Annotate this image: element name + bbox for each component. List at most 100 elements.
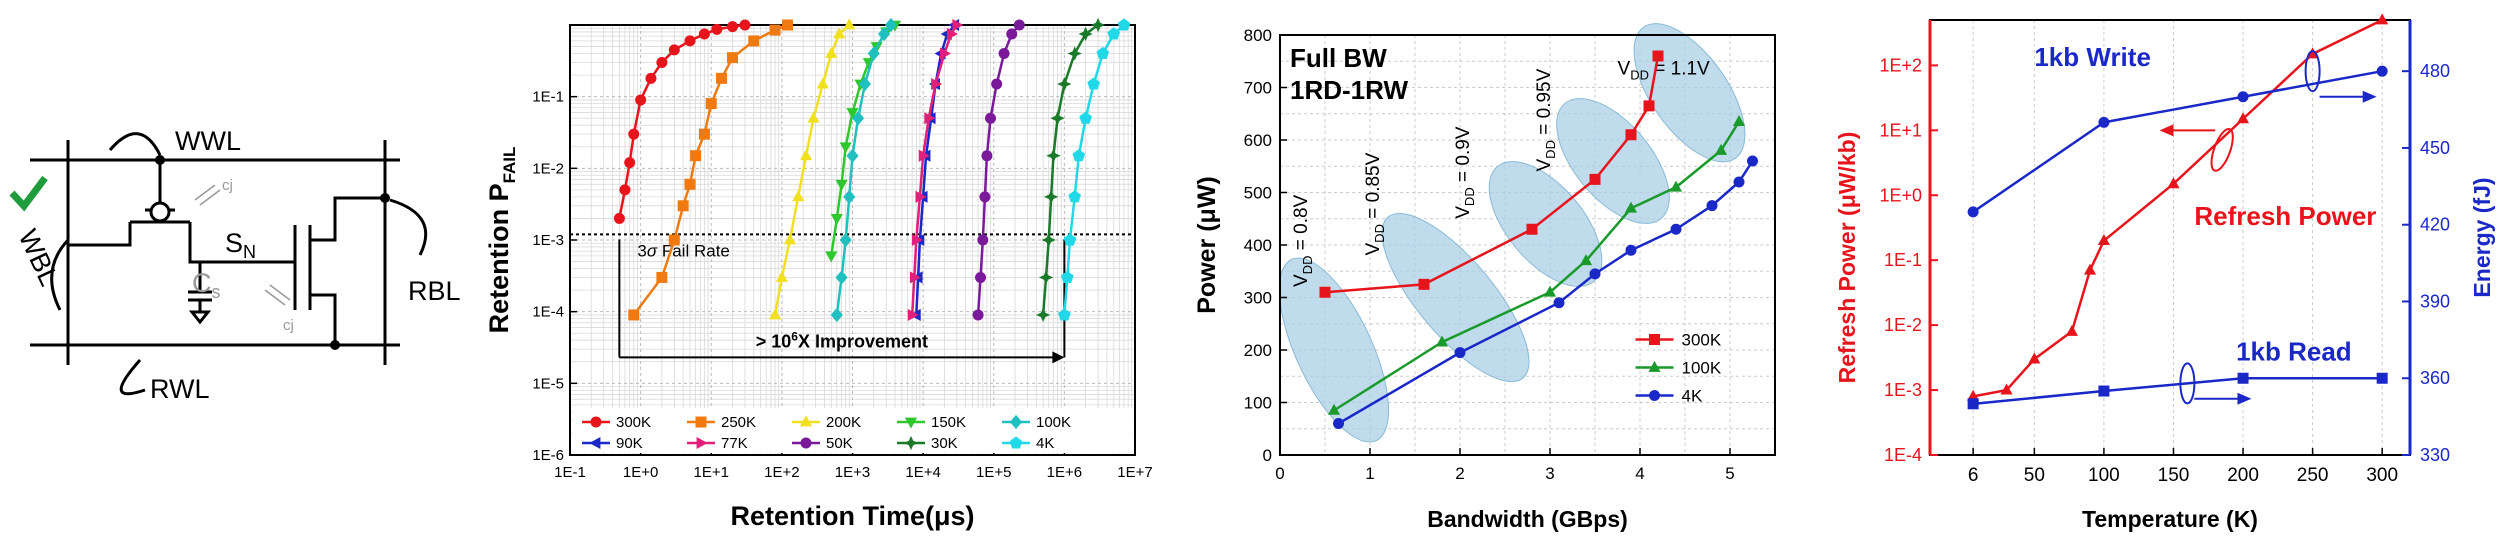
legend-marker	[799, 415, 813, 427]
y-tick-label: 500	[1244, 184, 1272, 203]
data-point	[846, 148, 859, 163]
retention-chart-panel: 1E-1 1E+0 1E+1 1E+2 1E+3 1E+4 1E+5 1E+6 1E+7 1E-6…	[470, 0, 1170, 551]
data-point	[2376, 372, 2388, 384]
data-point	[852, 111, 865, 126]
data-point	[2098, 116, 2110, 128]
y-tick-label-right: 420	[2420, 215, 2450, 235]
y-axis-label-left: Refresh Power (μW/kb)	[1834, 132, 1860, 384]
data-point	[2000, 383, 2013, 395]
y-tick-label: 600	[1244, 131, 1272, 150]
legend-label: 90K	[616, 435, 643, 452]
series-line	[1041, 23, 1099, 316]
write-ellipse	[2304, 50, 2321, 93]
data-point	[1319, 286, 1331, 298]
x-tick-label: 6	[1968, 465, 1979, 486]
y-tick-label-right: 450	[2420, 138, 2450, 158]
vdd-label: VDD = 0.85V	[1363, 152, 1387, 255]
series-line	[835, 24, 892, 316]
data-point	[1063, 233, 1077, 246]
legend-label: 250K	[721, 414, 756, 431]
data-point	[1652, 50, 1664, 62]
series-300K	[613, 19, 751, 224]
highlight-ellipse	[1278, 257, 1390, 443]
data-point	[1747, 155, 1758, 167]
legend-item: 77K	[687, 435, 748, 452]
data-point	[1046, 148, 1061, 163]
data-point	[946, 27, 958, 41]
power-chart-panel: 0 1 2 3 4 5 0 100 200 300 400 500 600 700 800 Full BW 1R…	[1180, 0, 1810, 551]
data-point	[915, 190, 927, 203]
cj-label-1: cj	[222, 177, 233, 194]
x-tick-label: 1E-1	[554, 464, 586, 481]
data-point	[1418, 278, 1430, 290]
y-tick-label: 1E-5	[532, 375, 564, 392]
vdd-label: VDD = 0.9V	[1453, 126, 1477, 219]
data-point	[684, 35, 696, 47]
highlight-ellipse	[1556, 98, 1670, 224]
sn-label: SN	[225, 228, 256, 262]
legend-label: 4K	[1682, 387, 1703, 406]
data-point	[2098, 385, 2110, 397]
data-point	[739, 19, 751, 31]
data-point	[690, 150, 702, 162]
data-point	[781, 19, 793, 31]
data-point	[1706, 200, 1718, 212]
legend-label: 50K	[826, 435, 853, 452]
write-arrowhead	[2362, 90, 2377, 103]
data-point	[1733, 176, 1745, 188]
vdd-label: VDD = 1.1V	[1618, 58, 1711, 82]
legend-marker	[1009, 414, 1023, 430]
legend-item: 300K	[1635, 331, 1722, 350]
refresh-label: Refresh Power	[2194, 201, 2376, 231]
data-point	[924, 112, 936, 125]
x-tick-label: 200	[2227, 465, 2259, 486]
read-ellipse	[2179, 362, 2196, 405]
y-axis-label-right: Energy (fJ)	[2469, 177, 2495, 297]
y-tick-label-left: 1E-3	[1884, 380, 1922, 400]
x-tick-label: 300	[2366, 465, 2398, 486]
legend-label: 100K	[1036, 414, 1071, 431]
circuit-panel: WWL WBL RWL RBL SN Cs cj cj	[0, 0, 530, 551]
data-point	[705, 98, 717, 110]
data-point	[668, 44, 680, 56]
data-point	[1624, 201, 1638, 213]
data-point	[1435, 335, 1449, 347]
data-point	[1057, 76, 1072, 92]
data-point	[1079, 111, 1092, 124]
series-100K	[1327, 115, 1746, 415]
y-axis-label: Retention PFAIL	[484, 147, 519, 334]
data-point	[727, 21, 739, 33]
data-point	[816, 77, 829, 89]
data-point	[1327, 403, 1341, 415]
data-point	[867, 46, 880, 61]
y-tick-label: 1E-1	[532, 89, 564, 106]
series-4K	[1333, 155, 1758, 429]
data-point	[833, 27, 846, 39]
wwl-label: WWL	[175, 126, 241, 156]
y-tick-label-left: 1E+2	[1879, 55, 1922, 75]
data-point	[1670, 223, 1682, 235]
data-point	[2167, 177, 2180, 189]
legend-label: 77K	[721, 435, 748, 452]
y-tick-label-right: 330	[2420, 445, 2450, 465]
data-point	[952, 18, 964, 32]
data-point	[1107, 27, 1121, 40]
data-point	[918, 149, 930, 162]
y-tick-label: 300	[1244, 289, 1272, 308]
vdd-label: VDD = 0.8V	[1291, 194, 1315, 287]
data-point	[939, 47, 951, 60]
y-tick-label-left: 1E-2	[1884, 315, 1922, 335]
series-line	[1063, 24, 1125, 316]
data-point	[825, 251, 838, 263]
y-tick-label: 1E-6	[532, 447, 564, 464]
x-axis-label: Bandwidth (GBps)	[1427, 506, 1628, 532]
x-tick-label: 250	[2297, 465, 2329, 486]
data-point	[1096, 46, 1110, 60]
data-point	[907, 308, 919, 321]
x-tick-label: 5	[1725, 464, 1734, 483]
series-line	[1972, 18, 2383, 398]
series-4K	[1058, 18, 1131, 321]
series-line	[773, 24, 851, 316]
legend-label: 30K	[931, 435, 958, 452]
x-tick-label: 1E+7	[1117, 464, 1152, 481]
